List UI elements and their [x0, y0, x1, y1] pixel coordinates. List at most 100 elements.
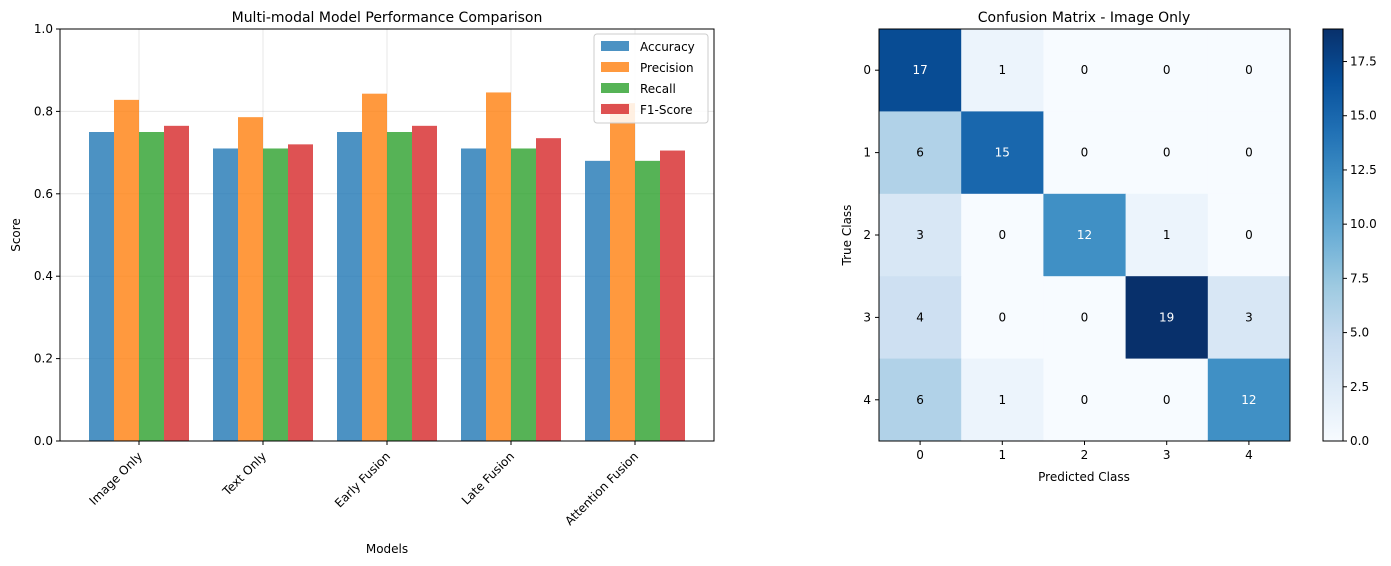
cm-cell-value: 0 [1245, 146, 1253, 160]
bar-recall-0 [139, 132, 164, 441]
bar-recall-3 [511, 148, 536, 442]
colorbar-ticks: 0.0 2.5 5.0 7.5 10.0 12.5 15.0 17.5 [1343, 55, 1377, 448]
legend-label: F1-Score [640, 103, 692, 117]
cm-cell-0-2 [1043, 29, 1127, 112]
confusion-matrix-y-ticks: 0 1 2 3 4 [863, 63, 879, 407]
cm-cell-value: 0 [998, 228, 1006, 242]
cm-cell-value: 0 [1163, 393, 1171, 407]
cm-cell-value: 0 [1081, 393, 1089, 407]
cm-y-tick-label: 2 [863, 228, 871, 242]
cm-cell-3-1 [961, 276, 1044, 360]
colorbar-tick-label: 10.0 [1350, 217, 1377, 231]
cm-cell-value: 12 [1241, 393, 1256, 407]
bar-recall-4 [635, 160, 660, 441]
cm-cell-1-2 [1043, 111, 1127, 195]
cm-y-tick-label: 0 [863, 63, 871, 77]
cm-cell-value: 0 [1245, 63, 1253, 77]
bar-precision-0 [114, 99, 139, 441]
cm-cell-value: 3 [1245, 310, 1253, 324]
colorbar-tick-label: 0.0 [1350, 434, 1369, 448]
cm-cell-4-0 [879, 358, 962, 442]
cm-cell-value: 15 [995, 146, 1010, 160]
cm-cell-value: 0 [1081, 63, 1089, 77]
cm-y-tick-label: 1 [863, 146, 871, 160]
bar-f1-score-3 [536, 138, 561, 441]
cm-cell-value: 0 [1245, 228, 1253, 242]
colorbar-tick-label: 5.0 [1350, 326, 1369, 340]
legend-swatch [601, 104, 629, 114]
bar-chart-y-tick-label: 0.2 [34, 352, 53, 366]
cm-cell-2-1 [961, 193, 1044, 277]
bar-chart-panel: 0.0 0.2 0.4 0.6 0.8 1.0 Image Only Text Only Ea… [9, 10, 715, 556]
cm-cell-2-2 [1043, 193, 1127, 277]
bar-recall-2 [387, 132, 412, 441]
bar-chart-x-axis-label: Models [366, 542, 408, 556]
confusion-matrix-x-axis-label: Predicted Class [1038, 470, 1130, 484]
cm-cell-3-4 [1207, 276, 1291, 360]
colorbar-tick-label: 2.5 [1350, 380, 1369, 394]
bar-chart-title: Multi-modal Model Performance Comparison [232, 10, 543, 26]
bar-accuracy-2 [337, 132, 362, 441]
cm-cell-4-3 [1125, 358, 1209, 442]
cm-cell-0-1 [961, 29, 1044, 112]
cm-x-tick-label: 1 [998, 448, 1006, 462]
cm-cell-value: 0 [1081, 310, 1089, 324]
cm-cell-value: 1 [998, 393, 1006, 407]
cm-cell-2-3 [1125, 193, 1209, 277]
colorbar [1322, 28, 1344, 442]
bar-accuracy-1 [213, 148, 238, 442]
cm-cell-4-1 [961, 358, 1044, 442]
bar-chart-x-tick-label: Image Only [87, 449, 146, 508]
cm-cell-1-4 [1207, 111, 1291, 195]
bar-chart-x-tick-label: Text Only [219, 449, 269, 499]
bar-precision-3 [486, 92, 511, 441]
cm-cell-value: 17 [912, 63, 927, 77]
cm-cell-4-2 [1043, 358, 1127, 442]
bar-chart-legend: Accuracy Precision Recall F1-Score [593, 33, 709, 124]
cm-cell-value: 0 [1163, 146, 1171, 160]
cm-x-tick-label: 0 [916, 448, 924, 462]
confusion-matrix-cells: 17 1 0 0 0 6 15 0 0 0 3 0 12 1 0 4 0 0 19 3 6 1 0 0 12 [879, 29, 1291, 442]
bar-chart-y-tick-label: 0.4 [34, 269, 53, 283]
legend-swatch [601, 62, 629, 72]
colorbar-tick-label: 12.5 [1350, 163, 1377, 177]
cm-y-tick-label: 3 [863, 310, 871, 324]
bar-chart-legend-box [593, 33, 709, 124]
bar-accuracy-4 [585, 160, 610, 441]
confusion-matrix-x-ticks: 0 1 2 3 4 [916, 441, 1253, 462]
bar-chart-y-tick-label: 0.0 [34, 434, 53, 448]
bar-f1-score-2 [412, 125, 437, 441]
bar-precision-1 [238, 117, 263, 441]
cm-cell-value: 0 [998, 310, 1006, 324]
colorbar-tick-label: 15.0 [1350, 109, 1377, 123]
bar-chart-y-tick-label: 0.8 [34, 104, 53, 118]
cm-cell-0-0 [879, 29, 962, 112]
cm-cell-value: 0 [1163, 63, 1171, 77]
cm-cell-3-2 [1043, 276, 1127, 360]
cm-cell-4-4 [1207, 358, 1291, 442]
cm-cell-1-3 [1125, 111, 1209, 195]
cm-cell-1-0 [879, 111, 962, 195]
cm-cell-3-3 [1125, 276, 1209, 360]
confusion-matrix-title: Confusion Matrix - Image Only [978, 10, 1190, 26]
bar-accuracy-0 [89, 132, 114, 441]
legend-label: Precision [640, 61, 694, 75]
cm-cell-1-1 [961, 111, 1044, 195]
bar-chart-x-ticks: Image Only Text Only Early Fusion Late Fusi… [87, 441, 641, 528]
bar-chart-bars [89, 92, 685, 442]
legend-label: Accuracy [640, 40, 695, 54]
legend-swatch [601, 83, 629, 93]
cm-cell-value: 3 [916, 228, 924, 242]
bar-f1-score-0 [164, 125, 189, 441]
cm-cell-value: 4 [916, 310, 924, 324]
bar-precision-4 [610, 103, 635, 441]
cm-x-tick-label: 2 [1081, 448, 1089, 462]
bar-chart-y-tick-label: 0.6 [34, 187, 53, 201]
bar-accuracy-3 [461, 148, 486, 442]
colorbar-tick-label: 7.5 [1350, 271, 1369, 285]
confusion-matrix-y-axis-label: True Class [840, 205, 854, 267]
bar-chart-x-tick-label: Attention Fusion [562, 449, 641, 528]
bar-precision-2 [362, 93, 387, 442]
